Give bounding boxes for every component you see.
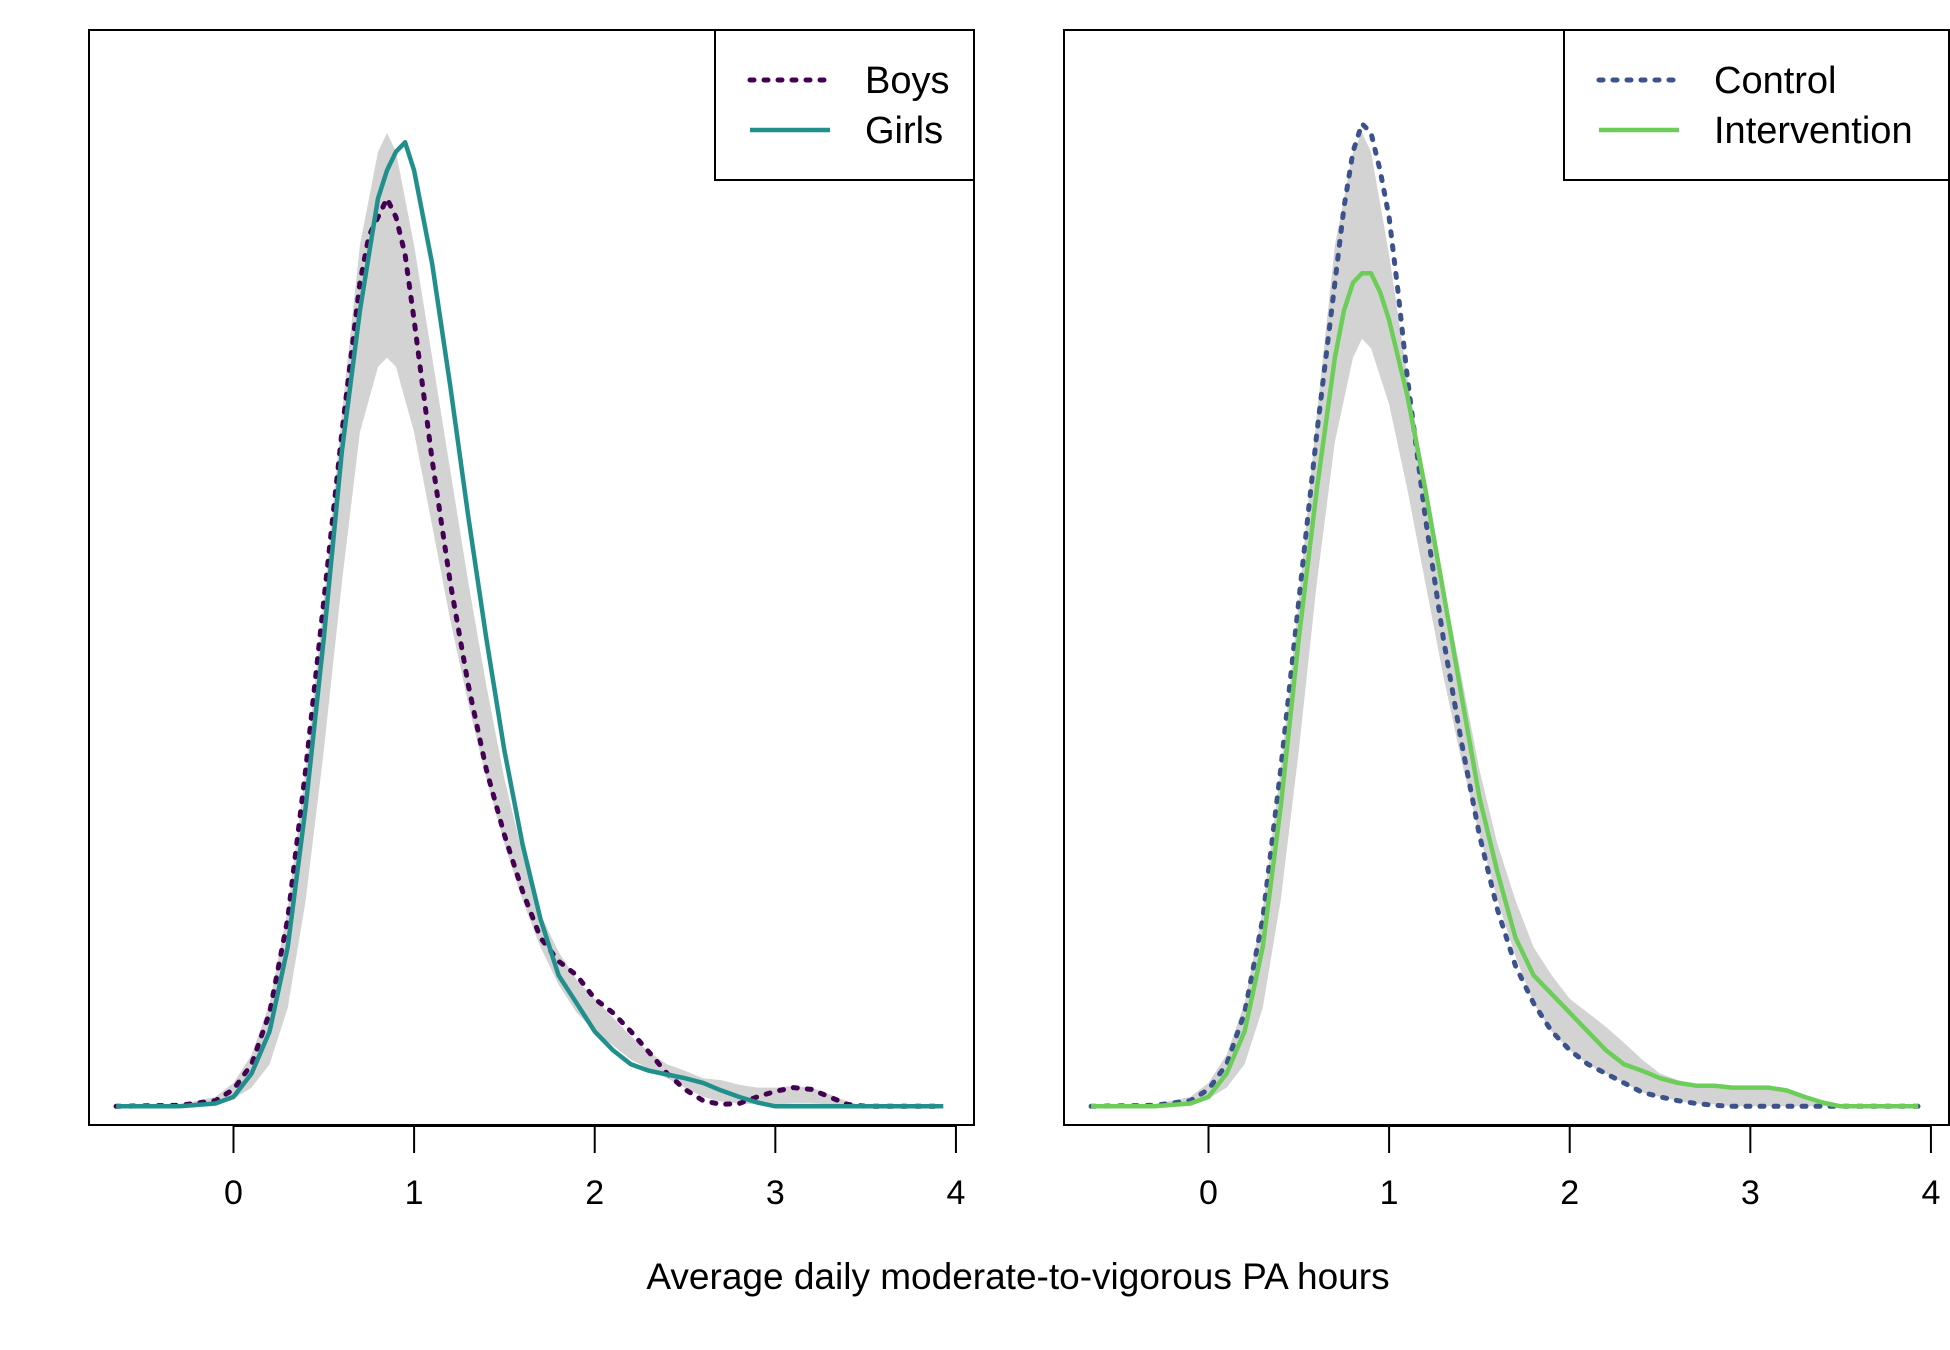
x-tick-label: 4 [1921, 1174, 1940, 1212]
x-axis: 0 1 2 3 4 [1199, 1125, 1940, 1212]
x-tick-label: 2 [1560, 1174, 1579, 1212]
x-axis-title: Average daily moderate-to-vigorous PA ho… [646, 1256, 1389, 1297]
series-line-control [1088, 121, 1921, 1109]
x-tick-label: 4 [946, 1174, 965, 1212]
confidence-band [1091, 132, 1919, 1107]
series-line-intervention [1091, 271, 1919, 1109]
x-tick-label: 0 [1199, 1174, 1218, 1212]
series-line-boys [113, 196, 946, 1109]
confidence-band-layer [1091, 132, 1919, 1107]
legend-box [714, 29, 975, 181]
panel-trial-arm: 0 1 2 3 4 Control Intervention [1063, 29, 1950, 1212]
legend: Boys Girls [714, 29, 975, 181]
series-layer [1088, 121, 1921, 1109]
x-tick-label: 3 [766, 1174, 785, 1212]
x-tick-label: 0 [224, 1174, 243, 1212]
series-layer [113, 140, 946, 1109]
legend-label-girls: Girls [865, 110, 943, 152]
panel-gender: 0 1 2 3 4 Boys Girls [88, 29, 975, 1212]
x-tick-label: 1 [405, 1174, 424, 1212]
x-tick-label: 1 [1380, 1174, 1399, 1212]
legend-label-boys: Boys [865, 60, 949, 102]
legend: Control Intervention [1563, 29, 1950, 181]
confidence-band-layer [116, 132, 944, 1107]
x-tick-label: 2 [585, 1174, 604, 1212]
legend-label-control: Control [1714, 60, 1837, 102]
series-line-girls [116, 140, 944, 1109]
legend-box [1563, 29, 1950, 181]
x-tick-label: 3 [1741, 1174, 1760, 1212]
confidence-band [116, 132, 944, 1107]
x-axis: 0 1 2 3 4 [224, 1125, 965, 1212]
legend-label-intervention: Intervention [1714, 110, 1913, 152]
